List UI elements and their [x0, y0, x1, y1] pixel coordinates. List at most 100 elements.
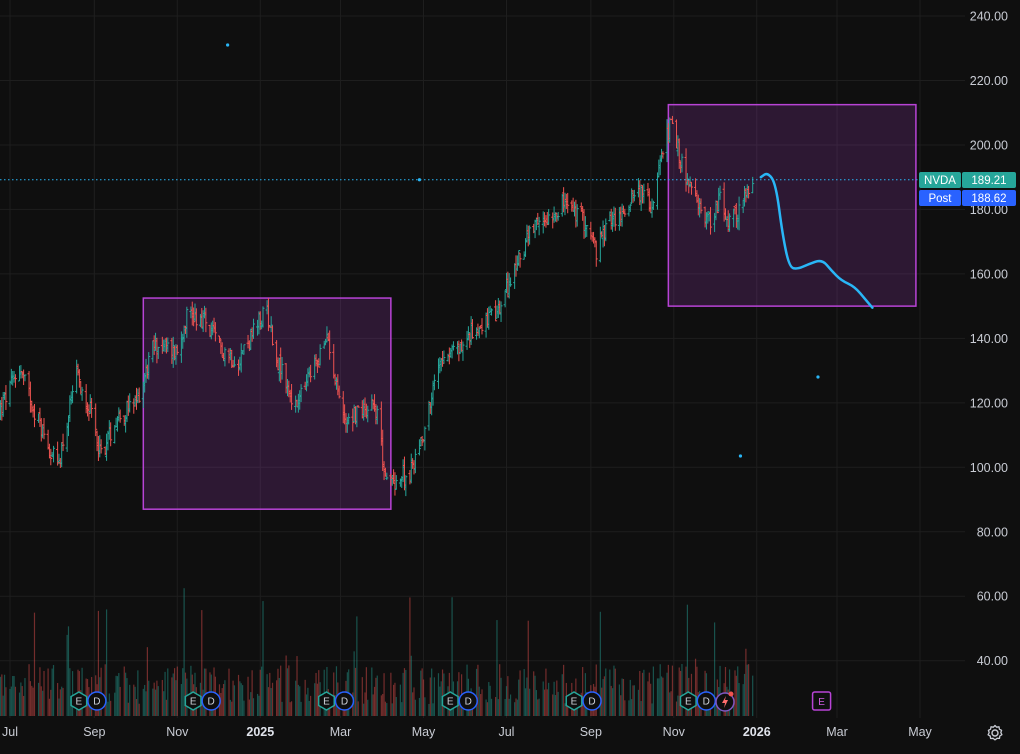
- volume-bar: [157, 686, 159, 716]
- volume-bar: [602, 678, 604, 716]
- ohlc-bar: [715, 200, 719, 214]
- volume-bar: [414, 699, 416, 716]
- ohlc-bar: [213, 322, 217, 342]
- earnings-icon[interactable]: E: [184, 691, 202, 711]
- dividend-icon[interactable]: D: [696, 691, 717, 711]
- volume-bar: [410, 655, 412, 716]
- volume-bar: [222, 683, 225, 716]
- volume-bar: [409, 597, 411, 716]
- volume-bar: [401, 702, 403, 716]
- dividend-icon[interactable]: D: [87, 691, 107, 711]
- volume-bar: [356, 616, 358, 716]
- volume-bar: [439, 686, 441, 716]
- price-tick-label: 240.00: [970, 10, 1008, 24]
- volume-bar: [278, 677, 280, 716]
- volume-bar: [526, 677, 528, 716]
- volume-bar: [490, 698, 493, 716]
- ohlc-bar: [299, 384, 303, 403]
- volume-bar: [422, 679, 425, 716]
- ohlc-bar: [32, 404, 36, 428]
- ohlc-bar: [217, 335, 221, 343]
- volume-bar: [133, 684, 135, 716]
- volume-bar: [3, 674, 6, 716]
- ohlc-bar: [328, 330, 332, 360]
- dividend-icon[interactable]: D: [582, 691, 602, 711]
- volume-bar: [432, 703, 434, 716]
- volume-bar: [277, 668, 279, 716]
- volume-bar: [523, 669, 525, 716]
- volume-bar: [734, 670, 736, 716]
- price-tick-label: 220.00: [970, 74, 1008, 88]
- volume-bar: [165, 699, 168, 716]
- earnings-icon[interactable]: E: [70, 691, 88, 711]
- volume-bar: [203, 668, 206, 716]
- forecast-brush-path[interactable]: [759, 172, 874, 309]
- volume-bar: [518, 679, 520, 716]
- volume-bar: [299, 686, 301, 716]
- dividend-icon[interactable]: D: [334, 691, 355, 711]
- ohlc-bar: [280, 356, 284, 380]
- marker-dot[interactable]: [738, 454, 743, 458]
- volume-bar: [184, 672, 187, 716]
- volume-bar: [696, 666, 698, 716]
- volume-bar: [173, 668, 176, 716]
- upcoming-earnings-icon[interactable]: E: [811, 691, 832, 711]
- last-price-tag: NVDA 189.21: [919, 172, 1016, 188]
- volume-bar: [391, 703, 393, 716]
- volume-bar: [37, 682, 40, 716]
- time-tick-label: Jul: [498, 725, 514, 739]
- volume-bar: [488, 682, 490, 716]
- volume-bar: [405, 669, 407, 716]
- rectangle-drawing[interactable]: [142, 297, 392, 510]
- ohlc-bar: [604, 218, 608, 242]
- volume-bar: [628, 700, 630, 716]
- volume-bar: [69, 668, 71, 716]
- svg-text:NVDA: NVDA: [924, 175, 956, 187]
- marker-dot[interactable]: [226, 43, 230, 47]
- earnings-icon[interactable]: E: [317, 691, 336, 711]
- volume-bar: [119, 686, 121, 716]
- volume-bar: [261, 666, 263, 716]
- volume-bar: [394, 682, 396, 716]
- dividend-icon[interactable]: D: [458, 691, 478, 711]
- volume-bar: [719, 665, 721, 716]
- dividend-icon[interactable]: D: [201, 691, 221, 711]
- ohlc-bar: [137, 387, 141, 403]
- earnings-icon[interactable]: E: [679, 691, 697, 711]
- volume-bar: [314, 683, 316, 716]
- drawing-annotations[interactable]: [0, 43, 918, 458]
- ohlc-bar: [166, 337, 170, 353]
- volume-bar: [280, 665, 282, 716]
- lightning-icon[interactable]: [715, 691, 735, 712]
- volume-bar: [205, 668, 207, 716]
- earnings-icon[interactable]: E: [565, 691, 583, 711]
- marker-dot[interactable]: [417, 178, 422, 182]
- volume-bar: [220, 692, 222, 716]
- grid-lines: [0, 0, 965, 718]
- volume-bar: [542, 681, 544, 716]
- earnings-icon[interactable]: E: [441, 691, 459, 711]
- price-tick-label: 60.00: [977, 590, 1008, 604]
- ohlc-bar: [480, 318, 484, 335]
- ohlc-bar: [322, 340, 326, 349]
- ohlc-bar: [394, 475, 398, 490]
- volume-bar: [418, 697, 421, 716]
- volume-bar: [315, 672, 317, 716]
- volume-bar: [557, 691, 559, 716]
- volume-bar: [529, 688, 531, 716]
- volume-bar: [51, 668, 53, 716]
- volume-bar: [538, 698, 540, 716]
- volume-bar: [367, 699, 369, 716]
- ohlc-bar: [706, 211, 710, 224]
- time-axis[interactable]: Jul Sep Nov 2025 Mar May Jul Sep Nov 2026 Mar May: [2, 725, 933, 739]
- volume-bar: [504, 699, 506, 716]
- volume-bar: [659, 664, 661, 716]
- marker-dot[interactable]: [816, 375, 820, 379]
- settings-gear-icon[interactable]: [986, 724, 1004, 742]
- price-axis[interactable]: 240.00 220.00 200.00 180.00 160.00 140.00 120.…: [970, 10, 1008, 669]
- rectangle-drawing[interactable]: [667, 103, 917, 307]
- ohlc-bar: [442, 350, 446, 364]
- volume-bar: [164, 671, 166, 716]
